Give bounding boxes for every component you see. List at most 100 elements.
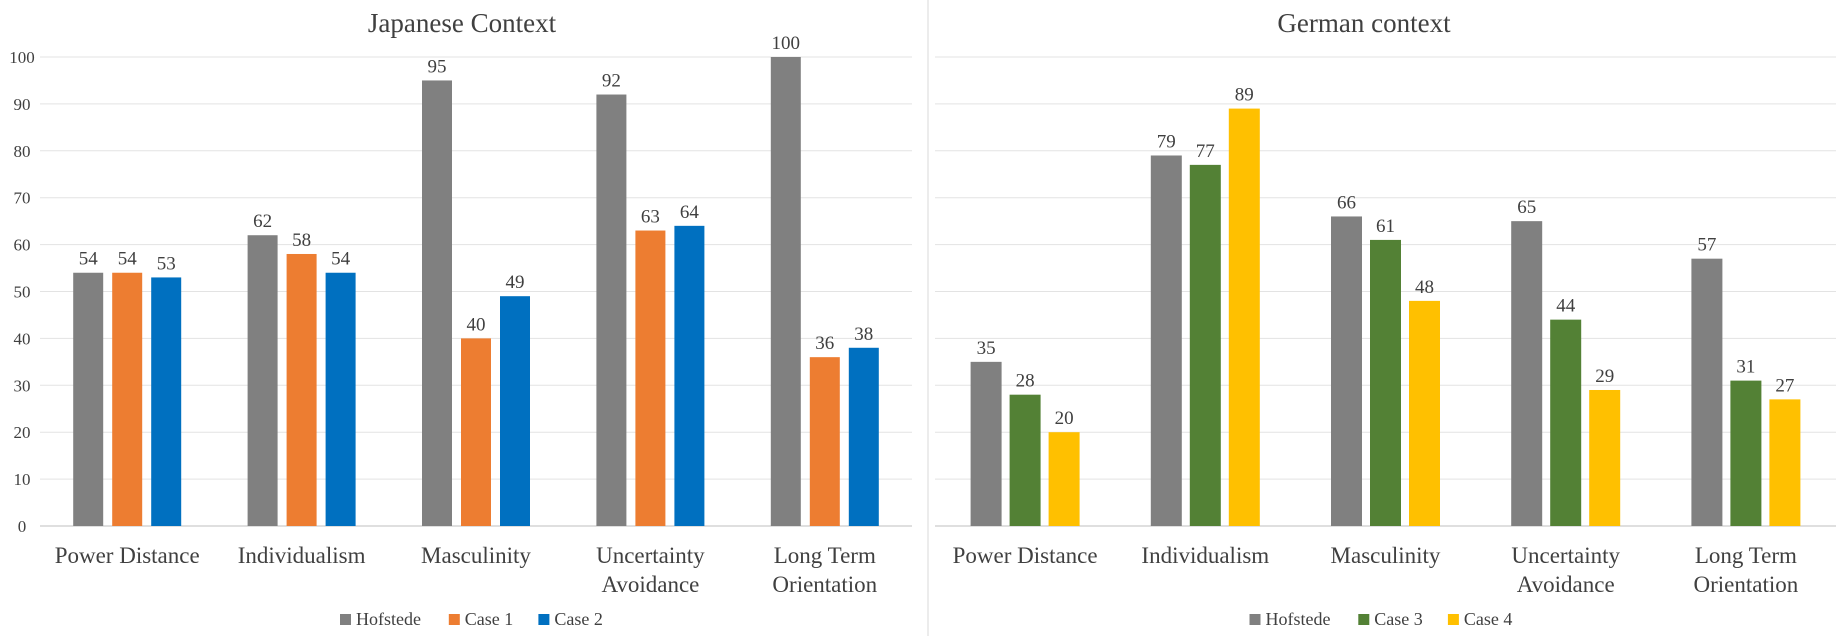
y-tick-label: 20: [14, 423, 31, 442]
legend-label: Case 1: [465, 609, 514, 629]
category-label: Uncertainty: [1511, 543, 1620, 568]
category-label: Power Distance: [55, 543, 200, 568]
y-tick-label: 60: [14, 236, 31, 255]
data-label: 29: [1595, 366, 1614, 387]
category-label: Avoidance: [1517, 572, 1615, 597]
category-label: Long Term: [1695, 543, 1797, 568]
data-label: 63: [641, 207, 660, 228]
data-label: 36: [815, 333, 834, 354]
data-label: 53: [157, 253, 176, 274]
data-label: 64: [680, 202, 700, 223]
bar-case-3-uncertainty-avoidance: [1550, 319, 1582, 526]
bar-case-2-uncertainty-avoidance: [674, 225, 705, 526]
data-label: 27: [1775, 375, 1794, 396]
bar-case-1-masculinity: [461, 338, 491, 526]
y-tick-label: 100: [9, 48, 35, 67]
y-tick-label: 90: [14, 95, 31, 114]
category-label: Orientation: [772, 572, 877, 597]
data-label: 49: [506, 272, 525, 293]
bar-case-4-power-distance: [1048, 432, 1080, 526]
legend-label: Hofstede: [1266, 609, 1331, 629]
legend-swatch-hofstede: [340, 614, 351, 625]
legend-swatch-case-2: [538, 614, 550, 625]
bar-case-4-masculinity: [1409, 300, 1440, 526]
data-label: 40: [467, 314, 486, 335]
chart-title: Japanese Context: [368, 8, 557, 38]
category-label: Individualism: [1141, 543, 1269, 568]
bar-hofstede-long-term-orientation: [1691, 258, 1723, 526]
data-label: 38: [854, 324, 873, 345]
category-label: Masculinity: [1331, 543, 1441, 568]
y-tick-label: 50: [14, 283, 31, 302]
data-label: 92: [602, 71, 621, 92]
bar-hofstede-masculinity: [1331, 216, 1362, 526]
data-label: 58: [292, 230, 311, 251]
data-label: 44: [1556, 296, 1576, 317]
category-label: Individualism: [238, 543, 366, 568]
category-label: Orientation: [1694, 572, 1799, 597]
y-tick-label: 10: [14, 470, 31, 489]
category-label: Uncertainty: [596, 543, 705, 568]
legend-label: Hofstede: [356, 609, 421, 629]
data-label: 48: [1415, 277, 1434, 298]
bar-case-2-individualism: [325, 272, 356, 526]
data-label: 54: [79, 249, 99, 270]
data-label: 65: [1517, 197, 1536, 218]
data-label: 57: [1697, 235, 1716, 256]
data-label: 95: [428, 56, 447, 77]
bar-case-2-long-term-orientation: [848, 347, 879, 526]
legend-swatch-case-4: [1447, 614, 1459, 625]
data-label: 20: [1055, 408, 1074, 429]
bar-hofstede-masculinity: [422, 80, 452, 526]
bar-case-4-uncertainty-avoidance: [1589, 389, 1621, 526]
data-label: 61: [1376, 216, 1395, 237]
bar-hofstede-power-distance: [73, 272, 104, 526]
bar-case-3-masculinity: [1370, 239, 1401, 526]
legend-label: Case 4: [1464, 609, 1513, 629]
bar-case-1-individualism: [286, 253, 317, 527]
y-tick-label: 80: [14, 142, 31, 161]
data-label: 100: [772, 33, 801, 54]
data-label: 66: [1337, 192, 1356, 213]
bar-case-2-masculinity: [500, 296, 530, 526]
bar-case-4-individualism: [1228, 108, 1260, 526]
data-label: 31: [1736, 357, 1755, 378]
bar-hofstede-uncertainty-avoidance: [1511, 221, 1543, 526]
bar-case-1-long-term-orientation: [809, 357, 840, 526]
data-label: 54: [331, 249, 351, 270]
data-label: 62: [253, 211, 272, 232]
legend-label: Case 3: [1374, 609, 1423, 629]
legend-swatch-case-1: [448, 614, 460, 625]
legend: Hofstede Case 1 Case 2: [340, 609, 603, 629]
chart-panel-1: Japanese Context 0 10 20 30 40 50 60 70 80 90 100 54…: [9, 8, 912, 629]
bar-hofstede-individualism: [247, 235, 278, 526]
chart-title: German context: [1277, 8, 1451, 38]
chart-panel-2: German context 35 28 20 Power Distance 79 77 89…: [935, 8, 1836, 629]
category-label: Long Term: [774, 543, 876, 568]
category-label: Power Distance: [953, 543, 1098, 568]
bar-hofstede-uncertainty-avoidance: [596, 94, 627, 527]
legend-swatch-case-3: [1358, 614, 1370, 625]
bar-case-3-power-distance: [1009, 394, 1041, 526]
data-label: 79: [1157, 131, 1176, 152]
bar-hofstede-power-distance: [970, 361, 1002, 526]
data-label: 89: [1235, 85, 1254, 106]
y-tick-label: 0: [18, 517, 27, 536]
bar-case-2-power-distance: [151, 277, 182, 526]
legend: Hofstede Case 3 Case 4: [1249, 609, 1513, 629]
bar-case-1-power-distance: [112, 272, 143, 526]
y-tick-label: 30: [14, 376, 31, 395]
bar-case-4-long-term-orientation: [1769, 399, 1801, 526]
data-label: 77: [1196, 141, 1215, 162]
bar-hofstede-individualism: [1150, 155, 1182, 527]
data-label: 54: [118, 249, 138, 270]
y-tick-label: 40: [14, 329, 31, 348]
bar-case-1-uncertainty-avoidance: [635, 230, 666, 526]
y-tick-label: 70: [14, 189, 31, 208]
data-label: 28: [1016, 371, 1035, 392]
bar-case-3-individualism: [1189, 164, 1221, 526]
category-label: Avoidance: [601, 572, 699, 597]
bar-case-3-long-term-orientation: [1730, 380, 1762, 526]
